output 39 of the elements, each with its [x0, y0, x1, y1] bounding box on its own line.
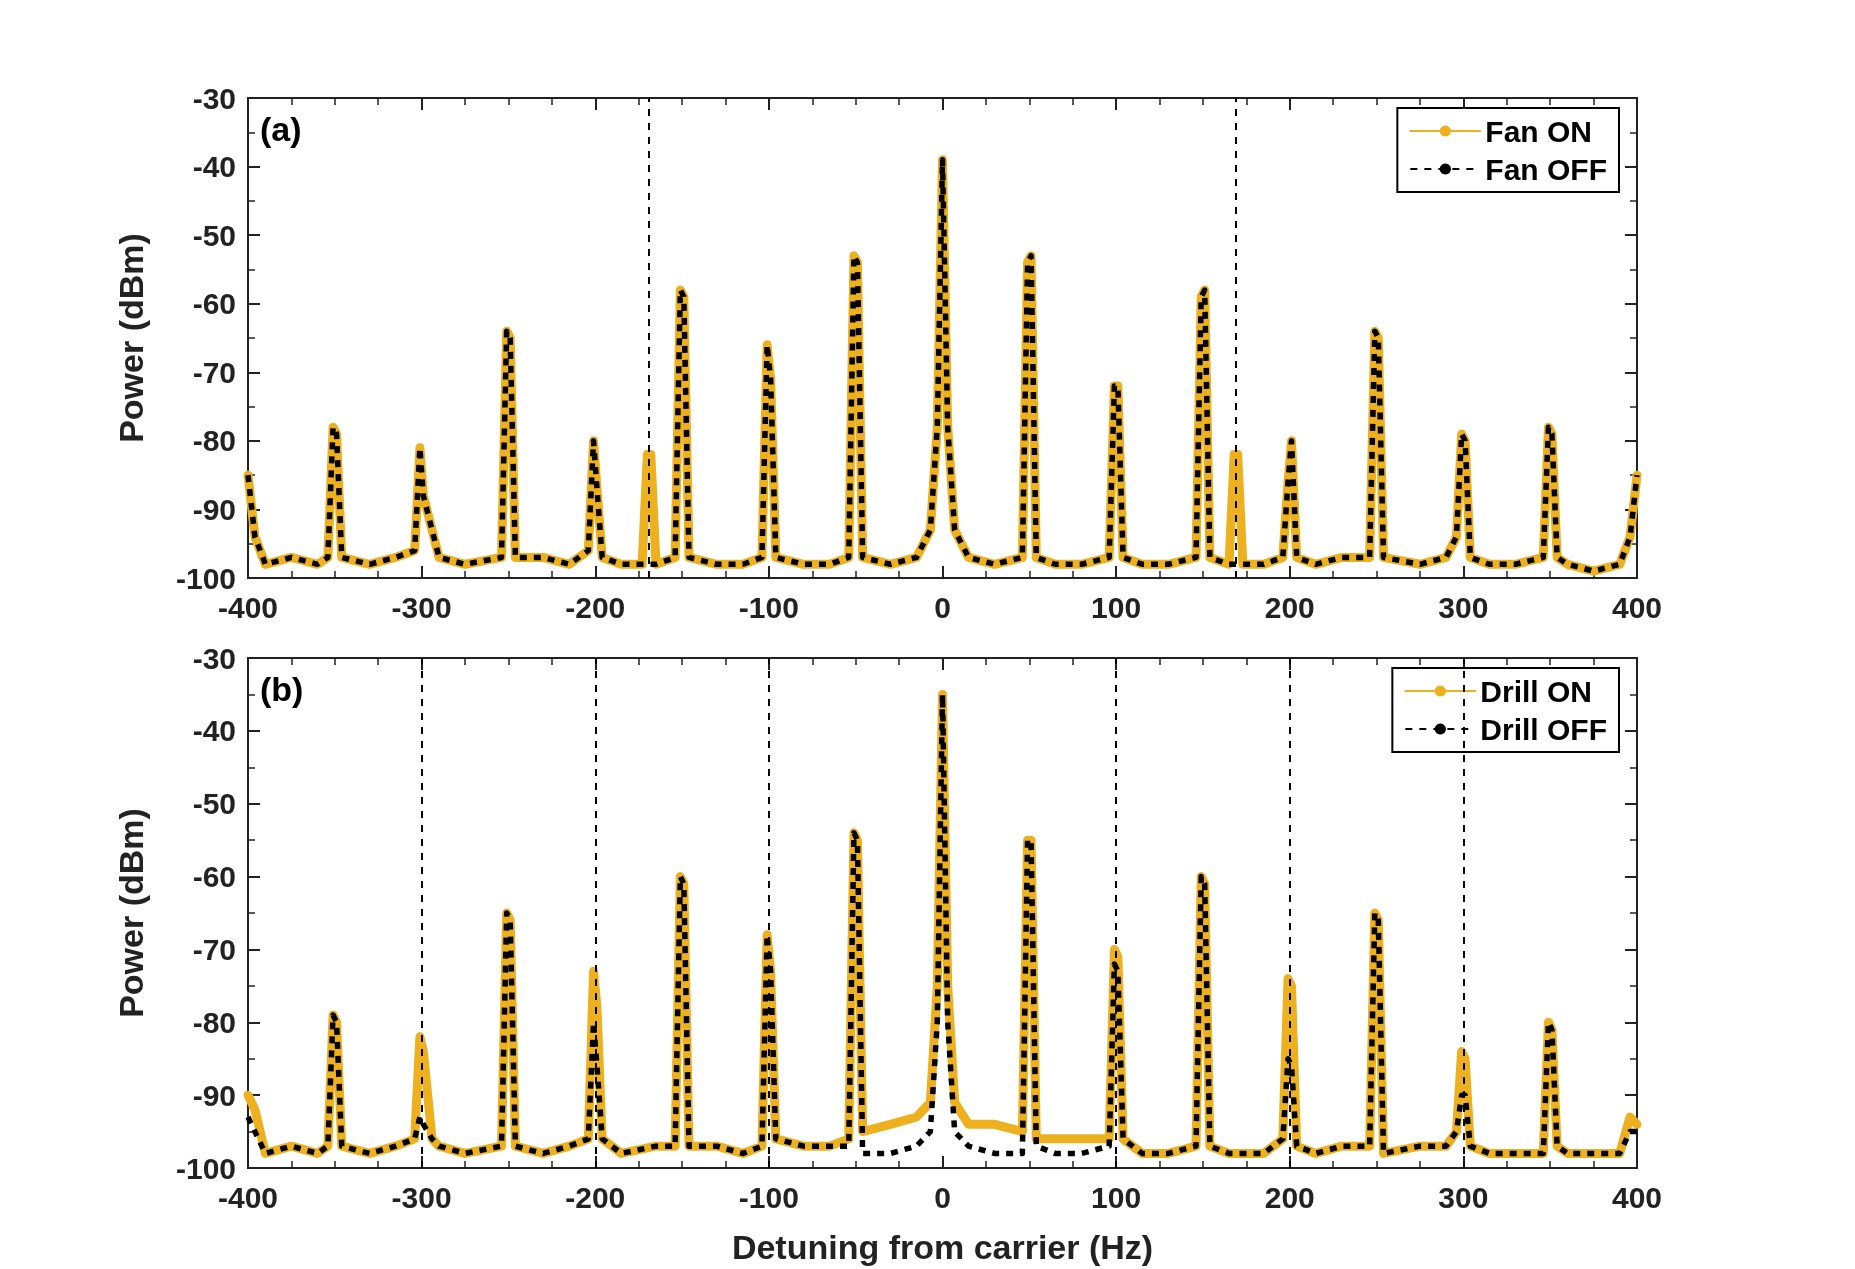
x-tick-label: -300 [391, 1180, 452, 1214]
y-axis-title: Power (dBm) [112, 233, 150, 443]
y-tick-label: -30 [192, 641, 236, 675]
x-tick-label: -100 [738, 590, 799, 624]
y-tick-label: -50 [192, 787, 236, 821]
y-tick-label: -40 [192, 714, 236, 748]
y-axis-title: Power (dBm) [112, 808, 150, 1018]
annotation: (a) [260, 110, 302, 148]
legend-label: Fan OFF [1485, 152, 1607, 186]
x-axis-title: Detuning from carrier (Hz) [731, 1228, 1154, 1266]
x-tick-label: 0 [934, 590, 951, 624]
y-tick-label: -60 [192, 287, 236, 321]
y-tick-label: -40 [192, 150, 236, 184]
legend-label: Drill ON [1480, 674, 1593, 708]
x-tick-label: 100 [1091, 1180, 1142, 1214]
legend-label: Drill OFF [1480, 712, 1608, 746]
y-tick-label: -70 [192, 355, 236, 389]
y-tick-label: -90 [192, 1078, 236, 1112]
y-tick-label: -50 [192, 218, 236, 252]
x-tick-label: 400 [1611, 1180, 1663, 1214]
x-tick-label: 100 [1091, 590, 1142, 624]
x-tick-label: -100 [738, 1180, 799, 1214]
x-tick-label: 300 [1438, 1180, 1489, 1214]
x-tick-label: 400 [1611, 590, 1663, 624]
x-tick-label: -200 [565, 1180, 626, 1214]
y-tick-label: -30 [192, 81, 236, 115]
x-tick-label: 300 [1438, 590, 1489, 624]
y-tick-label: -60 [192, 860, 236, 894]
legend-label: Fan ON [1485, 114, 1593, 148]
y-tick-label: -80 [192, 1005, 236, 1039]
x-tick-label: 200 [1264, 590, 1315, 624]
annotation: (b) [260, 670, 304, 708]
x-tick-label: 0 [934, 1180, 951, 1214]
y-tick-label: -90 [192, 492, 236, 526]
x-tick-label: -300 [391, 590, 452, 624]
x-tick-label: 200 [1264, 1180, 1315, 1214]
y-tick-label: -80 [192, 424, 236, 458]
x-tick-label: -200 [565, 590, 626, 624]
y-tick-label: -70 [192, 932, 236, 966]
